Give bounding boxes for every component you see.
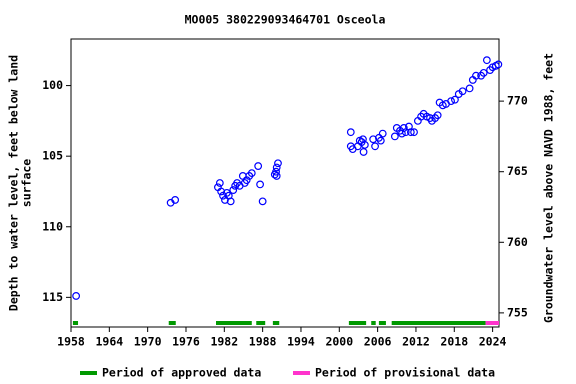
x-tick-label: 1970 bbox=[134, 335, 162, 349]
period-bar bbox=[256, 321, 266, 325]
data-point bbox=[226, 197, 235, 206]
data-point bbox=[482, 56, 491, 65]
y2-tick-label: 760 bbox=[507, 235, 528, 249]
y-axis-label-line: Depth to water level, feet below land bbox=[7, 55, 21, 311]
chart-title: MO005 380229093464701 Osceola bbox=[185, 13, 386, 27]
data-point bbox=[272, 172, 281, 180]
data-point bbox=[410, 128, 418, 137]
y2-axis-label: Groundwater level above NAVD 1988, feet bbox=[542, 53, 556, 323]
y-axis-label-line: surface bbox=[20, 159, 34, 208]
x-tick-label: 2006 bbox=[364, 335, 392, 349]
data-point bbox=[399, 124, 408, 132]
y-tick-label: 105 bbox=[42, 149, 63, 163]
data-point bbox=[254, 162, 263, 170]
period-bar bbox=[371, 321, 376, 325]
x-tick-label: 2024 bbox=[479, 335, 507, 349]
data-point bbox=[401, 128, 410, 137]
data-point bbox=[360, 140, 369, 149]
period-bar bbox=[391, 321, 486, 325]
data-point bbox=[376, 136, 385, 145]
data-point bbox=[242, 176, 251, 185]
data-point bbox=[406, 128, 415, 137]
x-tick-label: 1958 bbox=[57, 335, 85, 349]
data-point bbox=[346, 128, 355, 137]
y2-tick-label: 770 bbox=[507, 94, 528, 108]
data-point bbox=[447, 97, 455, 106]
plot-frame bbox=[70, 38, 500, 328]
data-point bbox=[465, 84, 474, 93]
data-point bbox=[371, 142, 379, 151]
data-point bbox=[378, 129, 387, 138]
data-point bbox=[272, 163, 281, 172]
data-point bbox=[272, 167, 280, 176]
period-bar bbox=[168, 321, 176, 325]
data-point bbox=[274, 159, 282, 168]
x-tick-label: 1976 bbox=[172, 335, 200, 349]
x-tick-label: 2018 bbox=[440, 335, 468, 349]
data-point bbox=[494, 60, 503, 69]
data-point bbox=[433, 111, 442, 120]
x-tick-label: 2000 bbox=[325, 335, 353, 349]
y-tick-label: 100 bbox=[42, 78, 63, 92]
period-bar bbox=[378, 321, 386, 325]
data-point bbox=[472, 71, 480, 80]
period-bar bbox=[485, 321, 499, 325]
period-bar bbox=[216, 321, 252, 325]
data-point bbox=[238, 172, 247, 180]
data-point bbox=[479, 68, 488, 77]
data-point bbox=[258, 197, 267, 206]
x-tick-label: 1982 bbox=[210, 335, 238, 349]
x-tick-label: 1988 bbox=[249, 335, 277, 349]
y2-tick-label: 755 bbox=[507, 305, 528, 319]
data-point bbox=[359, 148, 368, 156]
data-point bbox=[215, 179, 224, 187]
data-point bbox=[72, 292, 81, 300]
data-point bbox=[458, 87, 467, 96]
legend-label: Period of approved data bbox=[102, 366, 261, 380]
y-tick-label: 110 bbox=[42, 219, 63, 233]
data-point bbox=[171, 196, 180, 204]
data-point bbox=[451, 95, 459, 104]
period-bar bbox=[272, 321, 280, 325]
y-axis-label: Depth to water level, feet below land su… bbox=[7, 55, 34, 311]
period-bar bbox=[348, 321, 367, 325]
data-point bbox=[256, 180, 264, 189]
data-point bbox=[247, 169, 256, 178]
y2-tick-label: 765 bbox=[507, 164, 528, 178]
x-tick-label: 1994 bbox=[287, 335, 315, 349]
x-tick-label: 1964 bbox=[95, 335, 123, 349]
y-tick-label: 115 bbox=[42, 290, 63, 304]
data-point bbox=[390, 132, 399, 141]
period-bar bbox=[72, 321, 79, 325]
legend-label: Period of provisional data bbox=[315, 366, 495, 380]
data-point bbox=[229, 186, 238, 194]
x-tick-label: 2012 bbox=[402, 335, 430, 349]
